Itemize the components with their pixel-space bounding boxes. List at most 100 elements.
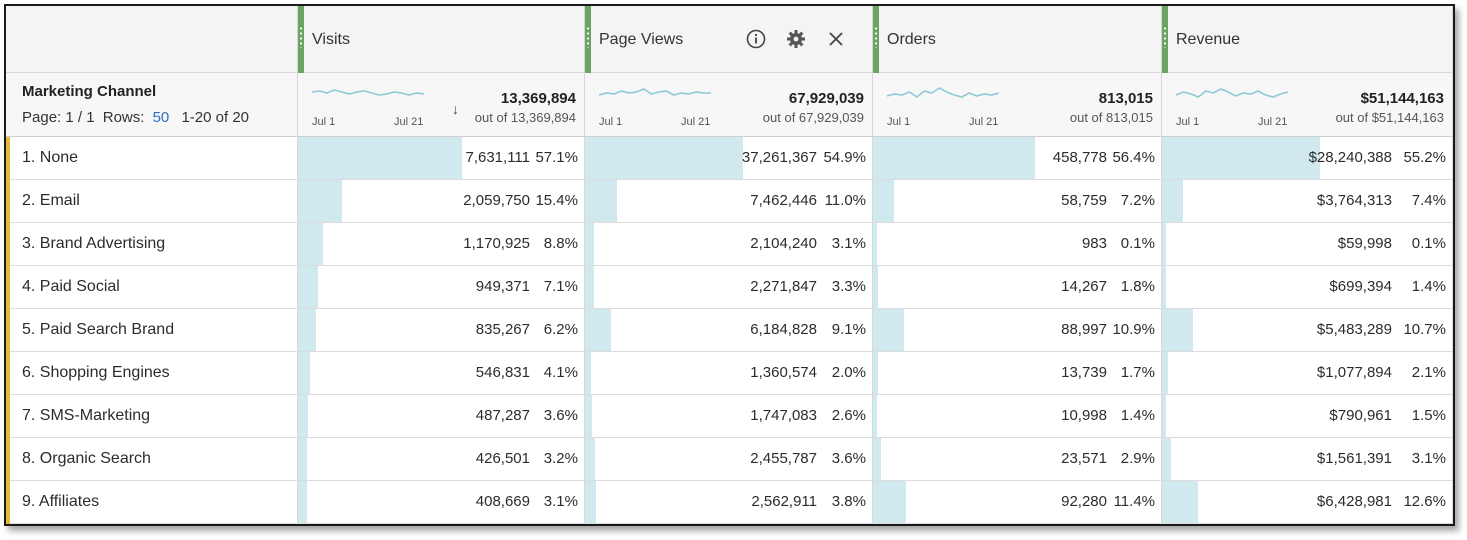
column-title[interactable]: Visits [312,31,350,48]
table-row[interactable]: 2. Email 2,059,750 15.4% 7,462,446 11.0% 58,7… [6,180,1453,223]
close-icon[interactable] [825,28,847,50]
row-label[interactable]: 2. Email [22,192,80,209]
metric-cell[interactable]: 2,271,847 3.3% [585,266,873,309]
metric-cell[interactable]: 6,184,828 9.1% [585,309,873,352]
metric-cell[interactable]: $5,483,289 10.7% [1162,309,1453,352]
metric-cell[interactable]: 408,669 3.1% [298,481,585,524]
drag-handle[interactable] [1162,6,1168,73]
metric-cell[interactable]: 14,267 1.8% [873,266,1162,309]
metric-cell[interactable]: 10,998 1.4% [873,395,1162,438]
metric-cell[interactable]: 1,747,083 2.6% [585,395,873,438]
percent-bar [1162,395,1166,437]
sparkline [312,89,424,96]
row-selection-marker [6,137,10,180]
row-dimension-cell[interactable]: 3. Brand Advertising [6,223,298,266]
gear-icon[interactable] [785,28,807,50]
row-label[interactable]: 7. SMS-Marketing [22,407,151,424]
metric-percent: 3.1% [831,235,866,252]
metric-cell[interactable]: $1,077,894 2.1% [1162,352,1453,395]
table-row[interactable]: 3. Brand Advertising 1,170,925 8.8% 2,104,2… [6,223,1453,266]
row-label[interactable]: 5. Paid Search Brand [22,321,175,338]
metric-cell[interactable]: 37,261,367 54.9% [585,137,873,180]
row-label[interactable]: 3. Brand Advertising [22,235,166,252]
row-label[interactable]: 4. Paid Social [22,278,120,295]
metric-cell[interactable]: 88,997 10.9% [873,309,1162,352]
row-selection-marker [6,180,10,223]
column-header-2[interactable]: Page Views [585,6,873,73]
table-row[interactable]: 5. Paid Search Brand 835,267 6.2% 6,184,828… [6,309,1453,352]
metric-cell[interactable]: $1,561,391 3.1% [1162,438,1453,481]
metric-cell[interactable]: 458,778 56.4% [873,137,1162,180]
drag-handle[interactable] [873,6,879,73]
metric-percent: 3.6% [831,450,866,467]
metric-cell[interactable]: 983 0.1% [873,223,1162,266]
row-dimension-cell[interactable]: 4. Paid Social [6,266,298,309]
column-header-3[interactable]: Orders [873,6,1162,73]
metric-value: 10,998 [1061,407,1107,424]
column-title[interactable]: Page Views [599,31,684,48]
row-label[interactable]: 6. Shopping Engines [22,364,170,381]
metric-cell[interactable]: $6,428,981 12.6% [1162,481,1453,524]
row-dimension-cell[interactable]: 1. None [6,137,298,180]
table-row[interactable]: 4. Paid Social 949,371 7.1% 2,271,847 3.3% 14… [6,266,1453,309]
metric-value: $28,240,388 [1308,149,1392,166]
column-total-out-of: out of 13,369,894 [474,110,576,125]
column-actions [745,28,847,50]
metric-cell[interactable]: 7,462,446 11.0% [585,180,873,223]
metric-cell[interactable]: 58,759 7.2% [873,180,1162,223]
table-row[interactable]: 7. SMS-Marketing 487,287 3.6% 1,747,083 2.6%… [6,395,1453,438]
sparkline-start-label: Jul 1 [599,116,623,128]
metric-cell[interactable]: 13,739 1.7% [873,352,1162,395]
metric-cell[interactable]: 7,631,111 57.1% [298,137,585,180]
metric-cell[interactable]: $59,998 0.1% [1162,223,1453,266]
metric-cell[interactable]: $28,240,388 55.2% [1162,137,1453,180]
metric-cell[interactable]: 2,562,911 3.8% [585,481,873,524]
column-total: 813,015 [1098,90,1153,107]
metric-cell[interactable]: 92,280 11.4% [873,481,1162,524]
row-label[interactable]: 8. Organic Search [22,450,151,467]
table-row[interactable]: 8. Organic Search 426,501 3.2% 2,455,787 3.6… [6,438,1453,481]
row-dimension-cell[interactable]: 7. SMS-Marketing [6,395,298,438]
metric-cell[interactable]: 426,501 3.2% [298,438,585,481]
metric-percent: 7.1% [543,278,578,295]
row-dimension-cell[interactable]: 9. Affiliates [6,481,298,524]
metric-cell[interactable]: $790,961 1.5% [1162,395,1453,438]
percent-bar [585,266,594,308]
drag-handle[interactable] [585,6,591,73]
metric-percent: 3.6% [543,407,578,424]
metric-cell[interactable]: 1,170,925 8.8% [298,223,585,266]
row-dimension-cell[interactable]: 6. Shopping Engines [6,352,298,395]
sort-descending-icon[interactable]: ↓ [452,101,459,117]
metric-cell[interactable]: 487,287 3.6% [298,395,585,438]
row-dimension-cell[interactable]: 8. Organic Search [6,438,298,481]
metric-cell[interactable]: 949,371 7.1% [298,266,585,309]
metric-cell[interactable]: 546,831 4.1% [298,352,585,395]
metric-cell[interactable]: $3,764,313 7.4% [1162,180,1453,223]
column-title[interactable]: Orders [887,31,936,48]
info-icon[interactable] [745,28,767,50]
table-row[interactable]: 9. Affiliates 408,669 3.1% 2,562,911 3.8% 92,… [6,481,1453,524]
column-header-1[interactable]: Visits [298,6,585,73]
row-selection-marker [6,266,10,309]
metric-cell[interactable]: 2,104,240 3.1% [585,223,873,266]
column-title[interactable]: Revenue [1176,31,1241,48]
metric-cell[interactable]: 2,059,750 15.4% [298,180,585,223]
rows-per-page-select[interactable]: 50 [152,109,170,126]
metric-cell[interactable]: 1,360,574 2.0% [585,352,873,395]
table-row[interactable]: 1. None 7,631,111 57.1% 37,261,367 54.9% 458,… [6,137,1453,180]
dimension-title[interactable]: Marketing Channel [22,83,157,100]
drag-handle[interactable] [298,6,304,73]
sparkline-start-label: Jul 1 [312,116,336,128]
percent-bar [585,481,596,523]
metric-cell[interactable]: 23,571 2.9% [873,438,1162,481]
row-dimension-cell[interactable]: 5. Paid Search Brand [6,309,298,352]
metric-cell[interactable]: 835,267 6.2% [298,309,585,352]
row-label[interactable]: 1. None [22,149,79,166]
row-label[interactable]: 9. Affiliates [22,493,100,510]
metric-cell[interactable]: 2,455,787 3.6% [585,438,873,481]
metric-percent: 10.9% [1112,321,1155,338]
column-header-4[interactable]: Revenue [1162,6,1453,73]
table-row[interactable]: 6. Shopping Engines 546,831 4.1% 1,360,574 2… [6,352,1453,395]
row-dimension-cell[interactable]: 2. Email [6,180,298,223]
metric-cell[interactable]: $699,394 1.4% [1162,266,1453,309]
